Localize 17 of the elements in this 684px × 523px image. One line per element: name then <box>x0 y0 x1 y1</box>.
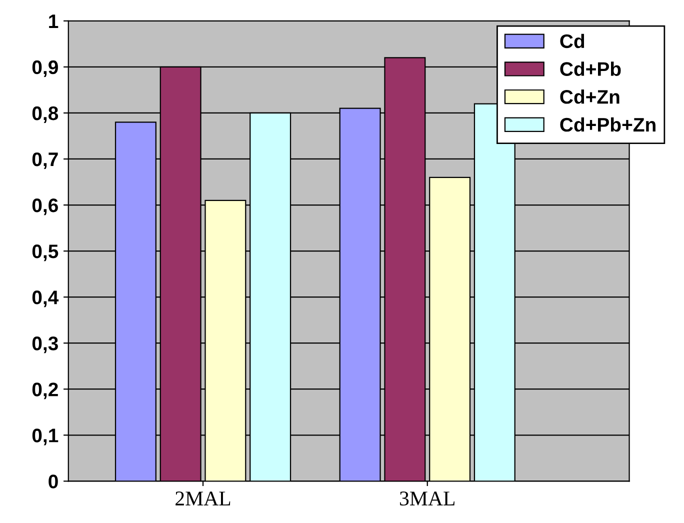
y-tick-label: 0,7 <box>32 152 58 170</box>
y-tick-label: 0 <box>48 474 58 488</box>
y-tick-label: 0,3 <box>32 336 58 354</box>
legend-label: Cd <box>560 34 584 48</box>
legend-label: Cd+Zn <box>560 90 620 104</box>
y-tick-label: 1 <box>49 14 58 28</box>
y-tick-label: 0,1 <box>32 428 58 446</box>
legend-label: Cd+Pb+Zn <box>560 117 656 132</box>
y-tick-label: 0,2 <box>32 382 58 400</box>
y-tick-label: 0,9 <box>32 60 58 77</box>
x-tick-label: 2MAL <box>176 492 230 506</box>
y-tick-label: 0,4 <box>32 290 59 308</box>
x-tick-label: 3MAL <box>400 492 454 506</box>
y-tick-label: 0,5 <box>32 244 58 262</box>
y-tick-label: 0,6 <box>32 198 58 216</box>
y-tick-label: 0,8 <box>32 106 58 124</box>
legend-label: Cd+Pb <box>560 62 621 76</box>
